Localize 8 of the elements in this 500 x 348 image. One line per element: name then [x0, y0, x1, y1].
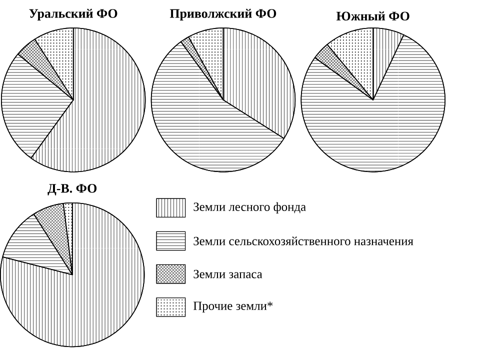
legend-label: Прочие земли*	[193, 302, 273, 313]
legend-label: Земли запаса	[194, 270, 262, 278]
chart-title: Д-В. ФО	[48, 184, 97, 196]
chart-title: Приволжский ФО	[170, 8, 276, 21]
legend-label: Земли лесного фонда	[194, 202, 306, 214]
legend-label: Земли сельскохозяйственного назначения	[194, 236, 414, 246]
chart-title: Южный ФО	[336, 12, 410, 21]
chart-title: Уральский ФО	[29, 8, 118, 21]
